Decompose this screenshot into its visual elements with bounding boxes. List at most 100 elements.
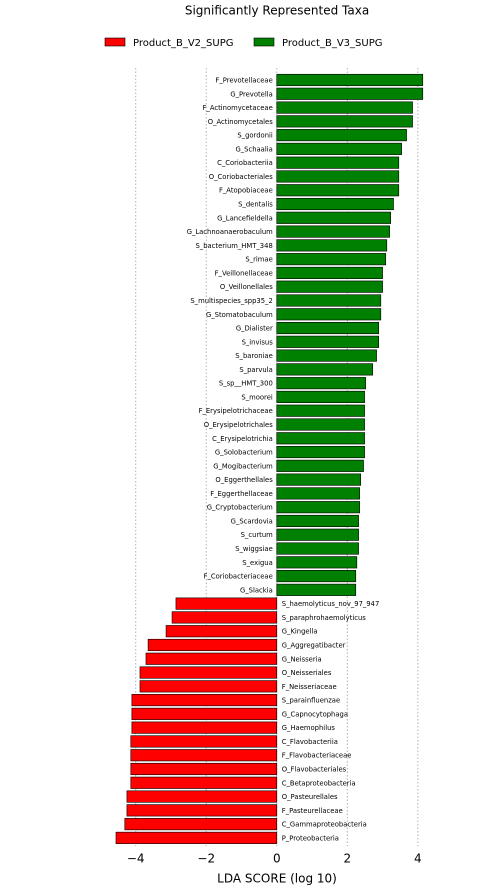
bar xyxy=(130,776,278,789)
bar xyxy=(276,377,366,390)
bar xyxy=(145,652,278,665)
x-tick-label: 0 xyxy=(273,852,281,866)
bar-label: C_Flavobacteriia xyxy=(282,738,338,746)
bar xyxy=(276,115,413,128)
bar xyxy=(131,694,278,707)
bar-label: G_Neisseria xyxy=(282,655,322,663)
bar-label: G_Kingella xyxy=(282,628,318,636)
bar xyxy=(276,308,382,321)
bar-label: F_Erysipelotrichaceae xyxy=(199,407,273,415)
x-tick-label: −4 xyxy=(127,852,145,866)
bar xyxy=(276,446,365,459)
bar xyxy=(276,239,388,252)
bar-label: S_sp__HMT_300 xyxy=(219,380,273,388)
bar-label: C_Betaproteobacteria xyxy=(282,779,356,787)
bar xyxy=(276,321,379,335)
bar-label: O_Coriobacteriales xyxy=(209,173,273,181)
bar xyxy=(276,404,365,417)
bar xyxy=(126,804,278,817)
bar-label: C_Erysipelotrichia xyxy=(212,435,273,443)
bar-label: S_dentalis xyxy=(238,201,273,209)
bar xyxy=(276,583,357,596)
bar xyxy=(276,266,383,279)
bar xyxy=(276,432,365,445)
x-tick-label: 4 xyxy=(414,852,422,866)
bar xyxy=(276,390,365,403)
bar-label: S_baroniae xyxy=(235,352,273,360)
bar-label: F_Prevotellaceae xyxy=(215,77,272,85)
bar-label: G_Lancefieldella xyxy=(217,214,273,222)
bar-label: S_bacterium_HMT_348 xyxy=(195,242,272,250)
bar-label: S_wiggsiae xyxy=(235,545,273,553)
bar-label: G_Schaalia xyxy=(235,145,272,153)
bar-label: S_invisus xyxy=(242,338,274,346)
bar xyxy=(130,735,278,748)
bar xyxy=(276,87,424,100)
bar-label: G_Mogibacterium xyxy=(213,462,273,470)
bar-label: F_Actinomycetaceae xyxy=(203,104,273,112)
bar xyxy=(126,790,278,803)
bar xyxy=(276,73,424,87)
bar xyxy=(276,459,364,472)
bar-label: G_Dialister xyxy=(236,325,273,333)
bar xyxy=(276,570,357,583)
bar-label: S_multispecies_spp35_2 xyxy=(190,297,272,305)
bar xyxy=(276,528,359,541)
bar xyxy=(276,418,365,431)
bar-label: G_Prevotella xyxy=(230,90,272,98)
bar-label: C_Coriobacteriia xyxy=(217,159,273,167)
bar-label: S_haemolyticus_nov_97_947 xyxy=(282,600,380,608)
legend-swatch xyxy=(104,37,126,47)
bar-label: F_Veillonellaceae xyxy=(215,269,273,277)
bar xyxy=(130,762,278,776)
bar-label: S_gordonii xyxy=(237,132,273,140)
bar-label: F_Atopobiaceae xyxy=(219,187,273,195)
bar xyxy=(276,129,407,142)
bar-label: S_exigua xyxy=(242,559,272,567)
bar xyxy=(276,101,413,114)
bar xyxy=(276,211,391,224)
bar xyxy=(131,707,278,720)
bar-label: G_Capnocytophaga xyxy=(282,710,348,718)
legend-label: Product_B_V3_SUPG xyxy=(282,38,382,49)
bar-label: O_Erysipelotrichales xyxy=(204,421,273,429)
bar-label: G_Haemophilus xyxy=(282,724,336,732)
bar-label: F_Eggerthellaceae xyxy=(210,490,273,498)
bar xyxy=(276,142,402,155)
bar xyxy=(276,556,358,569)
bar-label: S_moorei xyxy=(241,393,272,401)
bar-label: F_Pasteurellaceae xyxy=(282,807,343,815)
bar-label: S_curtum xyxy=(241,531,274,539)
bar-label: G_Aggregatibacter xyxy=(282,641,346,649)
bar xyxy=(165,625,278,638)
bar-label: O_Flavobacteriales xyxy=(282,766,347,774)
bar xyxy=(171,611,278,624)
bar-label: F_Neisseriaceae xyxy=(282,683,337,691)
bar-label: S_parainfluenzae xyxy=(282,697,340,705)
bar xyxy=(276,473,362,486)
bar xyxy=(276,542,359,555)
bar xyxy=(276,253,387,266)
legend-swatch xyxy=(253,37,275,47)
x-axis-label: LDA SCORE (log 10) xyxy=(217,872,337,886)
bar xyxy=(276,349,377,362)
bar xyxy=(276,197,394,211)
bar xyxy=(147,638,278,652)
bar-label: G_Solobacterium xyxy=(215,449,273,457)
bar-label: G_Slackia xyxy=(240,586,273,594)
bar-label: C_Gammaproteobacteria xyxy=(282,821,367,829)
bar xyxy=(276,514,359,528)
bar xyxy=(130,749,278,762)
bar-label: P_Proteobacteria xyxy=(282,834,339,842)
bar-label: O_Neisseriales xyxy=(282,669,332,677)
bar-label: S_paraphrohaemolyticus xyxy=(282,614,367,622)
bar xyxy=(276,501,360,514)
bar-label: G_Stomatobaculum xyxy=(206,311,273,319)
bar xyxy=(139,680,278,693)
bar-label: F_Flavobacteriaceae xyxy=(282,752,352,760)
bar xyxy=(139,666,278,679)
bar xyxy=(276,225,390,238)
bar-label: G_Lachnoanaerobaculum xyxy=(187,228,273,236)
bar xyxy=(276,156,400,169)
